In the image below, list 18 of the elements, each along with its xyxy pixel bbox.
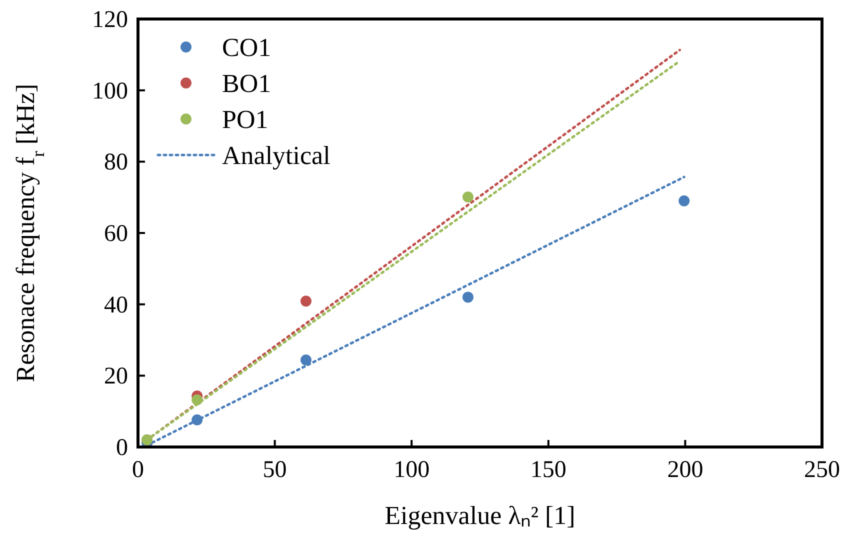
x-axis-title: Eigenvalue λₙ² [1] [384,501,576,530]
x-tick-label: 200 [667,457,704,483]
y-tick-label: 20 [104,364,128,390]
x-tick-label: 0 [132,457,144,483]
legend-label: PO1 [222,105,268,134]
legend-label: BO1 [222,69,272,98]
y-tick-label: 60 [104,221,128,247]
y-tick-label: 80 [104,150,128,176]
legend-label: CO1 [222,33,272,62]
y-tick-label: 100 [92,78,128,104]
y-tick-label: 40 [104,292,128,318]
x-tick-label: 150 [530,457,566,483]
x-tick-label: 100 [394,457,430,483]
legend-label: Analytical [222,141,330,170]
y-tick-label: 120 [92,7,128,33]
x-tick-label: 50 [262,457,287,483]
y-tick-label: 0 [116,435,128,461]
x-tick-label: 250 [804,457,840,483]
